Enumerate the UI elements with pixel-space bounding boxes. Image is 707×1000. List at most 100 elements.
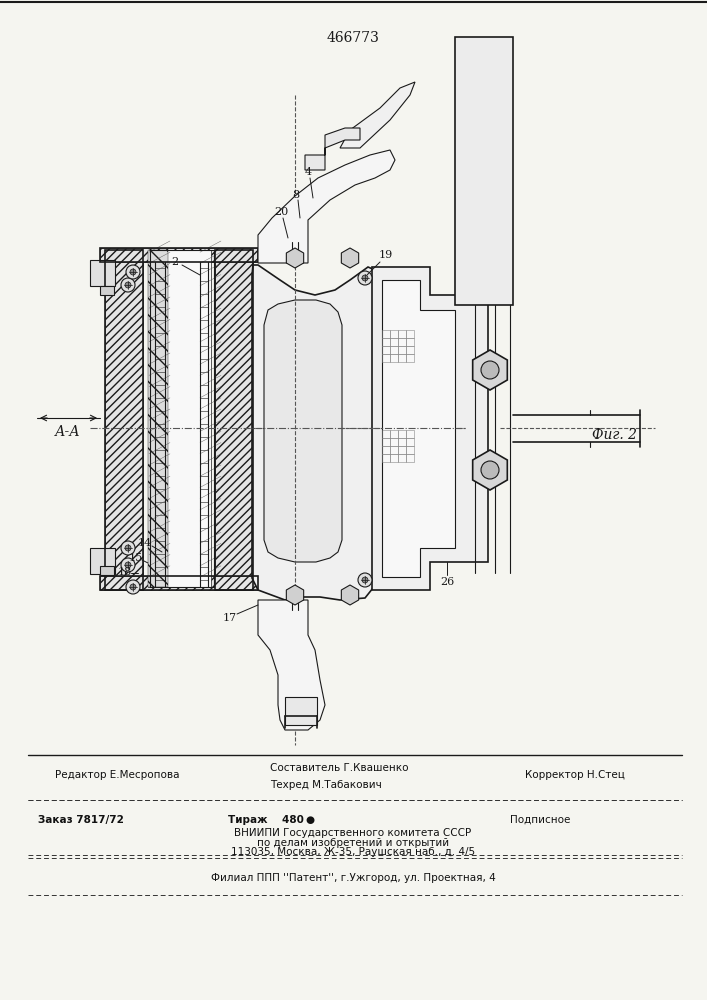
Polygon shape [264, 300, 342, 562]
Polygon shape [286, 585, 304, 605]
Text: 466773: 466773 [327, 31, 380, 45]
Circle shape [362, 275, 368, 281]
Bar [382, 346, 390, 354]
Bar [398, 430, 406, 438]
Circle shape [481, 361, 499, 379]
Polygon shape [382, 280, 455, 577]
Bar [105, 250, 143, 590]
Bar [382, 338, 390, 346]
Bar [390, 354, 398, 362]
Text: 19: 19 [379, 250, 393, 260]
Text: 2: 2 [171, 257, 179, 267]
Bar [390, 454, 398, 462]
Bar [382, 430, 390, 438]
Bar [398, 338, 406, 346]
Circle shape [362, 577, 368, 583]
Bar [215, 250, 253, 590]
Bar [100, 248, 258, 262]
Bar [382, 438, 390, 446]
Circle shape [121, 278, 135, 292]
Bar [382, 454, 390, 462]
Bar [105, 250, 143, 590]
Circle shape [125, 562, 131, 568]
Circle shape [125, 282, 131, 288]
Text: по делам изобретений и открытий: по делам изобретений и открытий [257, 838, 449, 848]
Bar [90, 548, 115, 574]
Bar [398, 446, 406, 454]
Circle shape [121, 558, 135, 572]
Bar [398, 438, 406, 446]
Text: 18: 18 [118, 567, 132, 577]
Bar [285, 697, 317, 725]
Bar [398, 354, 406, 362]
Polygon shape [473, 450, 508, 490]
Text: Редактор Е.Месропова: Редактор Е.Месропова [55, 770, 180, 780]
Bar [390, 346, 398, 354]
Text: 15: 15 [129, 553, 143, 563]
Bar [382, 446, 390, 454]
Circle shape [358, 271, 372, 285]
Text: 20: 20 [274, 207, 288, 217]
Bar [382, 330, 390, 338]
Bar [390, 446, 398, 454]
Text: 14: 14 [138, 538, 152, 548]
Bar [390, 338, 398, 346]
Bar [150, 250, 214, 587]
Bar [90, 260, 115, 286]
Bar [406, 438, 414, 446]
Bar [100, 576, 258, 590]
Bar [406, 354, 414, 362]
Polygon shape [286, 248, 304, 268]
Bar [390, 330, 398, 338]
Polygon shape [258, 600, 325, 730]
Text: А-А: А-А [55, 425, 81, 439]
Circle shape [130, 269, 136, 275]
Bar [148, 250, 211, 587]
Bar [406, 330, 414, 338]
Text: Филиал ППП ''Патент'', г.Ужгород, ул. Проектная, 4: Филиал ППП ''Патент'', г.Ужгород, ул. Пр… [211, 873, 496, 883]
Text: 113035, Москва, Ж-35, Раушская наб., д. 4/5: 113035, Москва, Ж-35, Раушская наб., д. … [231, 847, 475, 857]
Bar [100, 566, 114, 575]
Circle shape [126, 580, 140, 594]
Bar [100, 286, 114, 295]
Text: Подписное: Подписное [510, 815, 571, 825]
Circle shape [481, 461, 499, 479]
Circle shape [126, 265, 140, 279]
Polygon shape [372, 267, 488, 590]
Bar [100, 248, 258, 262]
Text: Тираж    480: Тираж 480 [228, 815, 304, 825]
Text: ВНИИПИ Государственного комитета СССР: ВНИИПИ Государственного комитета СССР [235, 828, 472, 838]
Polygon shape [473, 350, 508, 390]
Bar [406, 346, 414, 354]
Bar [406, 446, 414, 454]
Text: 8: 8 [293, 190, 300, 200]
Bar [148, 250, 168, 587]
Bar [406, 454, 414, 462]
Bar [455, 37, 513, 305]
Circle shape [125, 545, 131, 551]
Bar [100, 576, 258, 590]
Text: Составитель Г.Квашенко: Составитель Г.Квашенко [270, 763, 409, 773]
Polygon shape [305, 128, 360, 170]
Bar [215, 250, 253, 590]
Circle shape [130, 584, 136, 590]
Circle shape [358, 573, 372, 587]
Bar [382, 354, 390, 362]
Polygon shape [341, 585, 358, 605]
Polygon shape [252, 265, 375, 600]
Bar [390, 430, 398, 438]
Text: ●: ● [305, 815, 315, 825]
Polygon shape [341, 248, 358, 268]
Text: Техред М.Табакович: Техред М.Табакович [270, 780, 382, 790]
Text: Заказ 7817/72: Заказ 7817/72 [38, 815, 124, 825]
Bar [398, 330, 406, 338]
Bar [398, 346, 406, 354]
Text: Фиг. 2: Фиг. 2 [592, 428, 637, 442]
Text: Корректор Н.Стец: Корректор Н.Стец [525, 770, 625, 780]
Bar [398, 454, 406, 462]
Bar [406, 338, 414, 346]
Text: 26: 26 [440, 577, 454, 587]
Polygon shape [258, 150, 395, 263]
Circle shape [121, 541, 135, 555]
Polygon shape [340, 82, 415, 148]
